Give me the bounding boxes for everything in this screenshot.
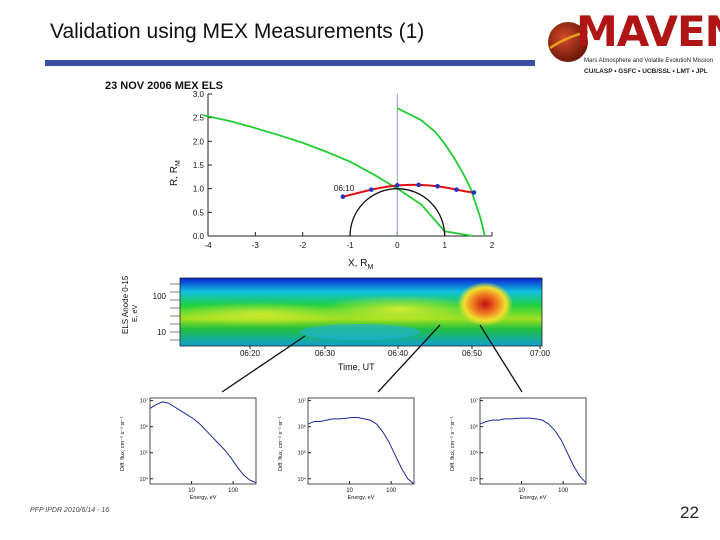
logo-word: MAVEN — [576, 7, 720, 56]
orbit-annotation: 06:10 — [334, 184, 355, 193]
orbit-x-tick-label: -2 — [299, 241, 307, 250]
orbit-marker — [416, 182, 421, 188]
spectrum-x-label: Energy, eV — [348, 495, 375, 501]
orbit-x-tick-label: -4 — [204, 241, 212, 250]
spectrum-y-tick-label: 10⁶ — [140, 424, 148, 431]
orbit-x-tick-label: -3 — [252, 241, 260, 250]
spectrum-y-tick-label: 10⁶ — [298, 424, 306, 431]
spectrum-line — [307, 417, 415, 485]
orbit-chart-title: 23 NOV 2006 MEX ELS — [105, 80, 223, 92]
spectrum-y-tick-label: 10⁴ — [470, 476, 479, 483]
spectrum-panel-1: 10⁷ 10⁶ 10⁵ 10⁴ 10 100 Energy, eV Diff. flux, c… — [120, 397, 257, 501]
orbit-y-tick-label: 3.0 — [193, 90, 205, 99]
spectrogram-frame — [179, 277, 543, 347]
spectrum-x-tick-label: 100 — [228, 488, 239, 494]
spectrogram-y-label: ELS Anode 0-15 — [121, 275, 130, 334]
spectrum-x-tick-label: 100 — [386, 488, 397, 494]
spectrum-y-tick-label: 10⁴ — [140, 476, 149, 483]
logo-subtitle: Mars Atmosphere and Volatile EvolutioN M… — [584, 58, 714, 64]
spectrum-x-tick-label: 10 — [346, 488, 353, 494]
orbit-x-tick-label: 1 — [442, 241, 447, 250]
mars-globe-icon — [548, 22, 589, 62]
spectrum-y-tick-label: 10⁶ — [470, 424, 478, 431]
spectrum-y-tick-label: 10⁴ — [298, 476, 307, 483]
spectrogram-x-label: Time, UT — [338, 362, 375, 372]
orbit-y-label: R, RM — [169, 160, 182, 186]
orbit-marker — [395, 183, 400, 188]
orbit-y-tick-label: 0.5 — [193, 208, 205, 217]
orbit-y-tick-label: 2.0 — [193, 137, 205, 146]
title-rule — [45, 60, 535, 66]
spectrum-y-label: Diff. flux, cm⁻² s⁻¹ sr⁻¹ — [120, 416, 126, 471]
slide-title: Validation using MEX Measurements (1) — [50, 20, 425, 43]
page-number: 22 — [680, 503, 699, 522]
spectrum-panel-2: 10⁷ 10⁶ 10⁵ 10⁴ 10 100 Energy, eV Diff. flux, c… — [278, 397, 415, 501]
spectrum-y-tick-label: 10⁷ — [298, 398, 306, 405]
orbit-series-outer-boundary — [396, 107, 486, 237]
orbit-marker — [340, 194, 346, 200]
spectrum-y-tick-label: 10⁵ — [140, 450, 148, 457]
spectrogram-x-tick-label: 07:00 — [530, 349, 550, 358]
spectrogram-x-tick-label: 06:20 — [240, 349, 261, 358]
spectrum-y-tick-label: 10⁷ — [140, 398, 148, 405]
orbit-x-tick-label: -1 — [346, 241, 354, 250]
spectrogram-low-energy-gap — [300, 324, 420, 340]
spectrum-x-label: Energy, eV — [190, 495, 217, 501]
spectrogram-y-tick-label: 10 — [157, 328, 166, 337]
spectrum-panel-3: 10⁷ 10⁶ 10⁵ 10⁴ 10 100 Energy, eV Diff. flux, c… — [450, 397, 587, 501]
orbit-x-tick-label: 0 — [395, 241, 400, 250]
maven-logo: MAVEN Mars Atmosphere and Volatile Evolu… — [540, 6, 720, 82]
spectrum-x-tick-label: 10 — [518, 488, 525, 494]
spectrum-y-tick-label: 10⁷ — [470, 398, 478, 405]
orbit-y-tick-label: 1.0 — [193, 185, 205, 194]
spectrogram-x-tick-label: 06:50 — [462, 349, 483, 358]
orbit-x-label: X, RM — [348, 258, 373, 271]
orbit-series-orbit — [342, 183, 475, 198]
orbit-marker — [454, 187, 459, 192]
orbit-y-tick-label: 2.5 — [193, 114, 205, 123]
spectrum-frame — [479, 397, 587, 485]
spectrum-frame — [149, 397, 257, 485]
spectrogram-band-low — [170, 302, 350, 326]
orbit-marker — [435, 184, 440, 189]
spectrum-line — [479, 417, 587, 484]
spectrum-x-label: Energy, eV — [520, 495, 547, 501]
orbit-marker — [471, 190, 477, 195]
orbit-y-tick-label: 0.0 — [193, 232, 205, 241]
spectrogram: 06:20 06:30 06:40 06:50 07:00 10 100 ELS Anode… — [121, 275, 550, 372]
orbit-series-bow-shock — [203, 114, 474, 237]
spectrum-y-label: Diff. flux, cm⁻² s⁻¹ sr⁻¹ — [278, 416, 284, 471]
orbit-x-tick-label: 2 — [490, 241, 495, 250]
spectrogram-band-mid — [320, 295, 480, 323]
logo-partners: CU/LASP • GSFC • UCB/SSL • LMT • JPL — [584, 68, 708, 75]
spectrogram-x-tick-label: 06:30 — [315, 349, 336, 358]
planet-outline — [349, 188, 446, 237]
spectrogram-y-sublabel: E, eV — [132, 305, 139, 322]
spectrogram-x-tick-label: 06:40 — [388, 349, 409, 358]
spectrum-y-label: Diff. flux, cm⁻² s⁻¹ sr⁻¹ — [450, 416, 456, 471]
orbit-y-tick-label: 1.5 — [193, 161, 205, 170]
orbit-marker — [369, 187, 374, 192]
spectrum-frame — [307, 397, 415, 485]
spectrum-x-tick-label: 10 — [188, 488, 195, 494]
footer-text: PFP IPDR 2010/6/14 - 16 — [30, 507, 110, 514]
spectrum-line — [149, 401, 257, 484]
spectrum-y-tick-label: 10⁵ — [298, 450, 306, 457]
spectrogram-y-tick-label: 100 — [153, 292, 167, 301]
orbit-chart: 23 NOV 2006 MEX ELS -4 -3 -2 -1 0 1 2 0.0 0.5 1.0… — [105, 80, 495, 271]
spectrum-x-tick-label: 100 — [558, 488, 569, 494]
spectrogram-hotspot — [457, 282, 513, 326]
spectrum-y-tick-label: 10⁵ — [470, 450, 478, 457]
